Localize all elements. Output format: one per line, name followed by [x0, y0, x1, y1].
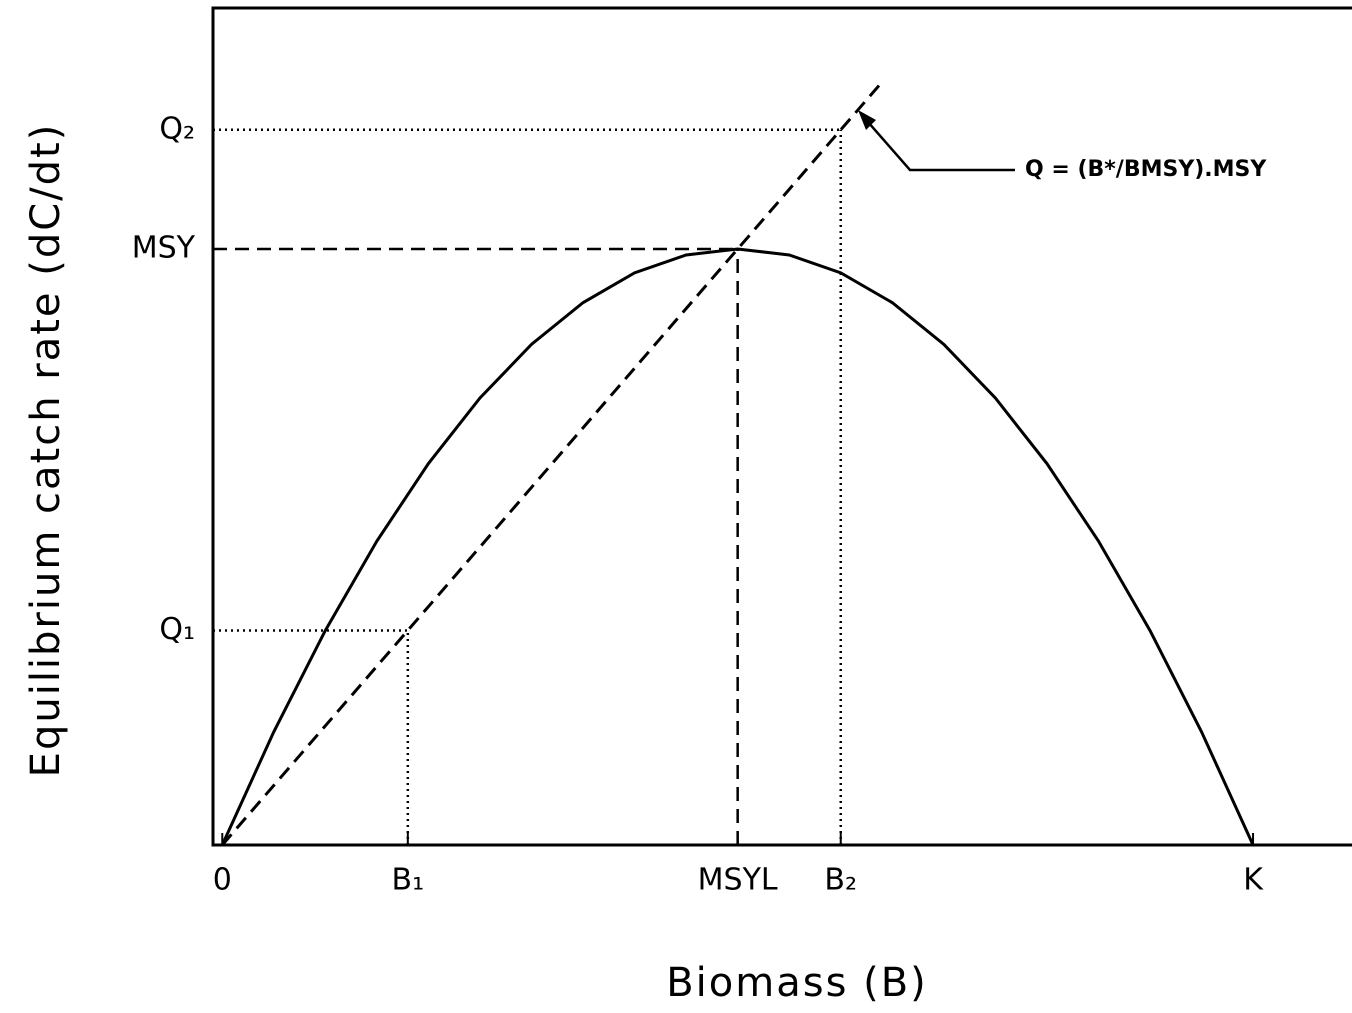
- y-tick-label: Q₁: [159, 612, 195, 647]
- y-tick-label: Q₂: [159, 111, 195, 146]
- annotation: Q = (B*/BMSY).MSY: [1025, 157, 1267, 182]
- x-tick-label: MSYL: [698, 863, 778, 898]
- y-axis-label: Equilibrium catch rate (dC/dt): [23, 123, 69, 778]
- x-axis-label: Biomass (B): [666, 960, 928, 1006]
- axis-frame: [211, 6, 1352, 847]
- x-tick-label: 0: [213, 863, 232, 898]
- series-line: [220, 247, 1255, 846]
- x-tick-label: B₁: [392, 863, 425, 898]
- annotation-leader: [867, 121, 1015, 172]
- y-tick-label: MSY: [132, 231, 196, 266]
- x-tick-label: K: [1243, 863, 1264, 898]
- annotation-arrowhead: [858, 110, 876, 130]
- series-line: [221, 81, 884, 846]
- x-tick-label: B₂: [824, 863, 857, 898]
